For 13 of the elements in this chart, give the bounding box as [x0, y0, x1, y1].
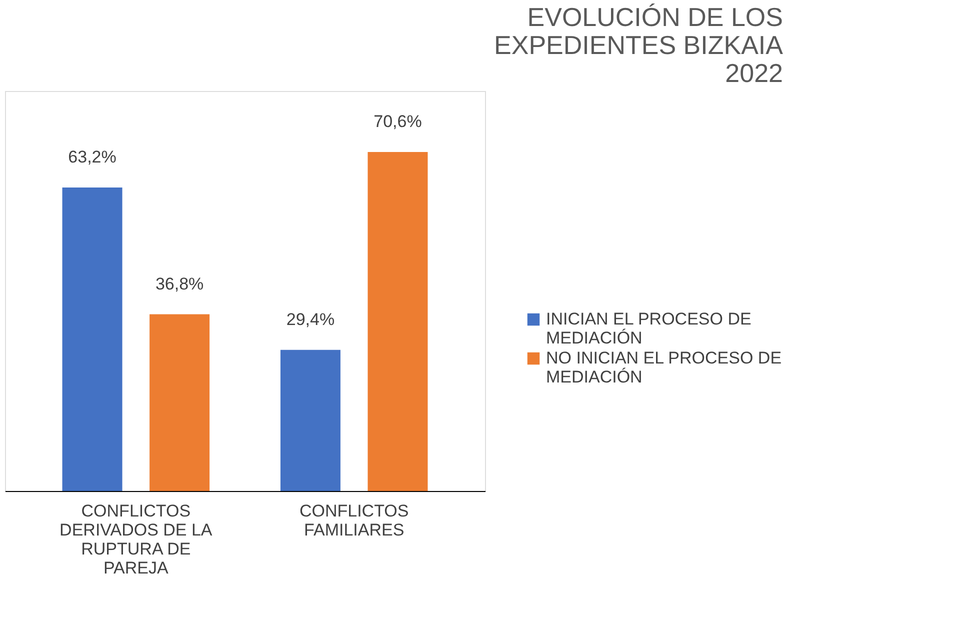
data-label: 29,4%: [286, 310, 335, 329]
x-tick-label: CONFLICTOS DERIVADOS DE LA RUPTURA DE PAREJA: [60, 502, 213, 578]
data-label: 36,8%: [155, 274, 204, 294]
data-label: 63,2%: [68, 148, 116, 167]
legend-label: INICIAN EL PROCESO DE MEDIACIÓN: [546, 310, 752, 348]
bar: [150, 314, 210, 491]
bar: [62, 188, 122, 491]
legend-label: NO INICIAN EL PROCESO DE MEDIACIÓN: [546, 348, 782, 386]
data-label: 70,6%: [374, 112, 422, 132]
text: EVOLUCIÓN DE LOS EXPEDIENTES BIZKAIA 2022: [494, 2, 784, 88]
x-tick-label: CONFLICTOS FAMILIARES: [299, 502, 409, 540]
bar: [368, 152, 428, 491]
bar: [280, 350, 340, 491]
